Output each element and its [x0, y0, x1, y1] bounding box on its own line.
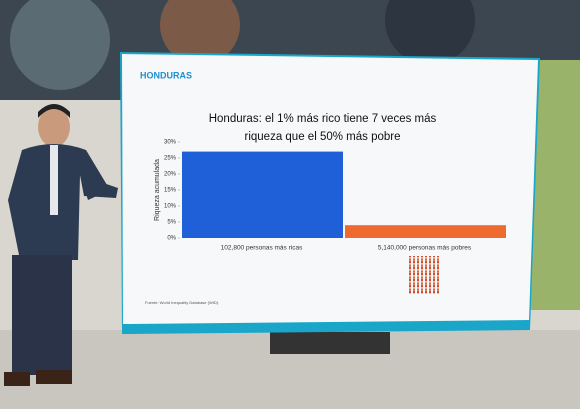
y-tick-label: 25% [164, 156, 177, 162]
source: Fuente: World Inequality Database (WID). [145, 300, 219, 305]
stand [270, 332, 390, 354]
presenter [4, 104, 118, 386]
y-tick-label: 5% [167, 220, 176, 226]
chart-title: Honduras: el 1% más rico tiene 7 veces m… [208, 113, 437, 143]
y-tick-label: 10% [164, 204, 177, 210]
mural-shape [385, 0, 475, 65]
y-tick-label: 15% [164, 188, 177, 194]
bar [345, 225, 506, 238]
people-icons [407, 256, 439, 294]
y-tick-label: 30% [164, 140, 177, 146]
mural-shape [10, 0, 110, 90]
brand: HONDURAS [140, 70, 192, 80]
x-tick-label: 5,140,000 personas más pobres [378, 245, 472, 252]
y-tick-label: 20% [164, 172, 177, 178]
bar [182, 151, 343, 238]
mural-shape [160, 0, 240, 65]
x-tick-label: 102,800 personas más ricas [221, 245, 303, 252]
y-axis-label: Riqueza acumulada [154, 159, 161, 221]
y-tick-label: 0% [167, 236, 176, 242]
